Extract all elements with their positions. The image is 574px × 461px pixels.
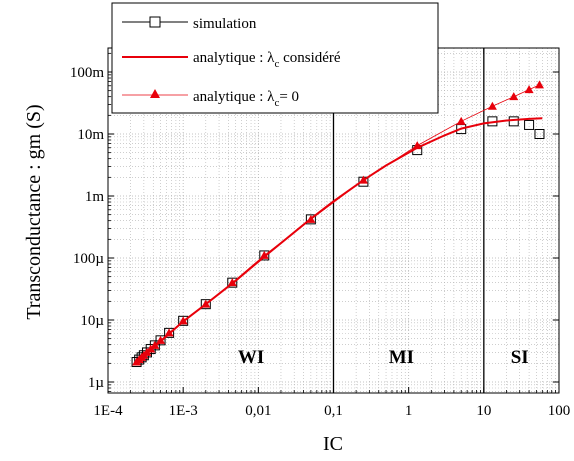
axes: 1E-4 1E-3 0,01 0,1 1 10 100 1µ 10µ 100µ 1m 10m 100m bbox=[70, 47, 571, 419]
simulation-point bbox=[508, 116, 519, 127]
y-axis-title: Transconductance : gm (S) bbox=[23, 104, 45, 319]
legend: simulation analytique : λc considéré ana… bbox=[111, 2, 439, 114]
region-label-mi: MI bbox=[389, 347, 414, 368]
analytic-zero-point bbox=[306, 214, 316, 223]
legend-simulation-marker bbox=[149, 16, 161, 28]
analytic-zero-point bbox=[178, 316, 188, 325]
analytic-zero-point bbox=[509, 92, 519, 101]
region-labels: WI MI SI bbox=[238, 347, 529, 368]
analytic-zero-point bbox=[201, 299, 211, 308]
analytic-zero-point bbox=[156, 335, 166, 344]
legend-analytic-zero-marker bbox=[150, 89, 160, 98]
simulation-point bbox=[524, 119, 535, 130]
x-tick-label: 1E-4 bbox=[93, 403, 123, 419]
analytic-zero-point bbox=[412, 141, 422, 150]
legend-analytic-zero-label: analytique : λc= 0 bbox=[193, 89, 299, 109]
analytic-zero-point bbox=[164, 328, 174, 337]
analytic-zero-point bbox=[456, 116, 466, 125]
region-label-si: SI bbox=[511, 347, 529, 368]
y-tick-label: 1m bbox=[85, 189, 105, 205]
analytic-zero-point bbox=[358, 175, 368, 184]
x-tick-label: 0,01 bbox=[245, 403, 271, 419]
analytic-zero-point bbox=[150, 340, 160, 349]
x-tick-label: 10 bbox=[476, 403, 491, 419]
x-axis-title: IC bbox=[323, 433, 343, 455]
y-tick-label: 100m bbox=[70, 65, 105, 81]
series-analytic-considered-line bbox=[135, 117, 543, 363]
legend-simulation-label: simulation bbox=[193, 16, 257, 32]
analytic-zero-point bbox=[524, 85, 534, 94]
y-tick-label: 1µ bbox=[88, 375, 105, 391]
series-analytic-zero-line bbox=[136, 84, 540, 363]
x-tick-label: 1 bbox=[405, 403, 413, 419]
analytic-zero-point bbox=[534, 80, 544, 89]
x-tick-label: 100 bbox=[548, 403, 571, 419]
legend-analytic-considered-label: analytique : λc considéré bbox=[193, 50, 341, 70]
analytic-zero-point bbox=[259, 250, 269, 259]
y-tick-label: 10m bbox=[77, 127, 104, 143]
y-tick-label: 100µ bbox=[73, 251, 105, 267]
x-tick-label: 0,1 bbox=[324, 403, 343, 419]
x-tick-label: 1E-3 bbox=[169, 403, 198, 419]
y-tick-label: 10µ bbox=[80, 313, 104, 329]
region-label-wi: WI bbox=[238, 347, 264, 368]
data-series bbox=[131, 80, 545, 368]
analytic-zero-point bbox=[487, 101, 497, 110]
analytic-zero-point bbox=[227, 278, 237, 287]
simulation-point bbox=[534, 129, 545, 139]
